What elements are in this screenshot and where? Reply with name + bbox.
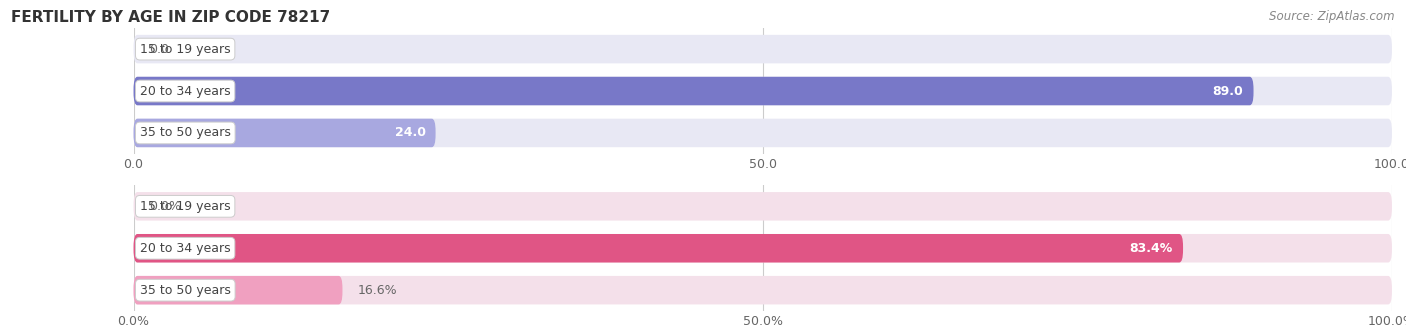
Text: 15 to 19 years: 15 to 19 years [139,43,231,56]
Text: 89.0: 89.0 [1213,84,1243,98]
FancyBboxPatch shape [134,35,1392,63]
Text: Source: ZipAtlas.com: Source: ZipAtlas.com [1270,10,1395,23]
FancyBboxPatch shape [134,234,1182,262]
Text: 35 to 50 years: 35 to 50 years [139,126,231,139]
FancyBboxPatch shape [134,119,1392,147]
FancyBboxPatch shape [134,192,1392,220]
Text: 35 to 50 years: 35 to 50 years [139,284,231,297]
Text: 20 to 34 years: 20 to 34 years [139,242,231,255]
Text: 15 to 19 years: 15 to 19 years [139,200,231,213]
Text: 0.0: 0.0 [149,43,169,56]
FancyBboxPatch shape [134,276,1392,305]
Text: 20 to 34 years: 20 to 34 years [139,84,231,98]
Text: 16.6%: 16.6% [357,284,396,297]
Text: 24.0: 24.0 [395,126,426,139]
Text: 0.0%: 0.0% [149,200,180,213]
Text: FERTILITY BY AGE IN ZIP CODE 78217: FERTILITY BY AGE IN ZIP CODE 78217 [11,10,330,25]
FancyBboxPatch shape [134,276,343,305]
FancyBboxPatch shape [134,77,1254,105]
FancyBboxPatch shape [134,77,1392,105]
FancyBboxPatch shape [134,119,436,147]
Text: 83.4%: 83.4% [1130,242,1173,255]
FancyBboxPatch shape [134,234,1392,262]
